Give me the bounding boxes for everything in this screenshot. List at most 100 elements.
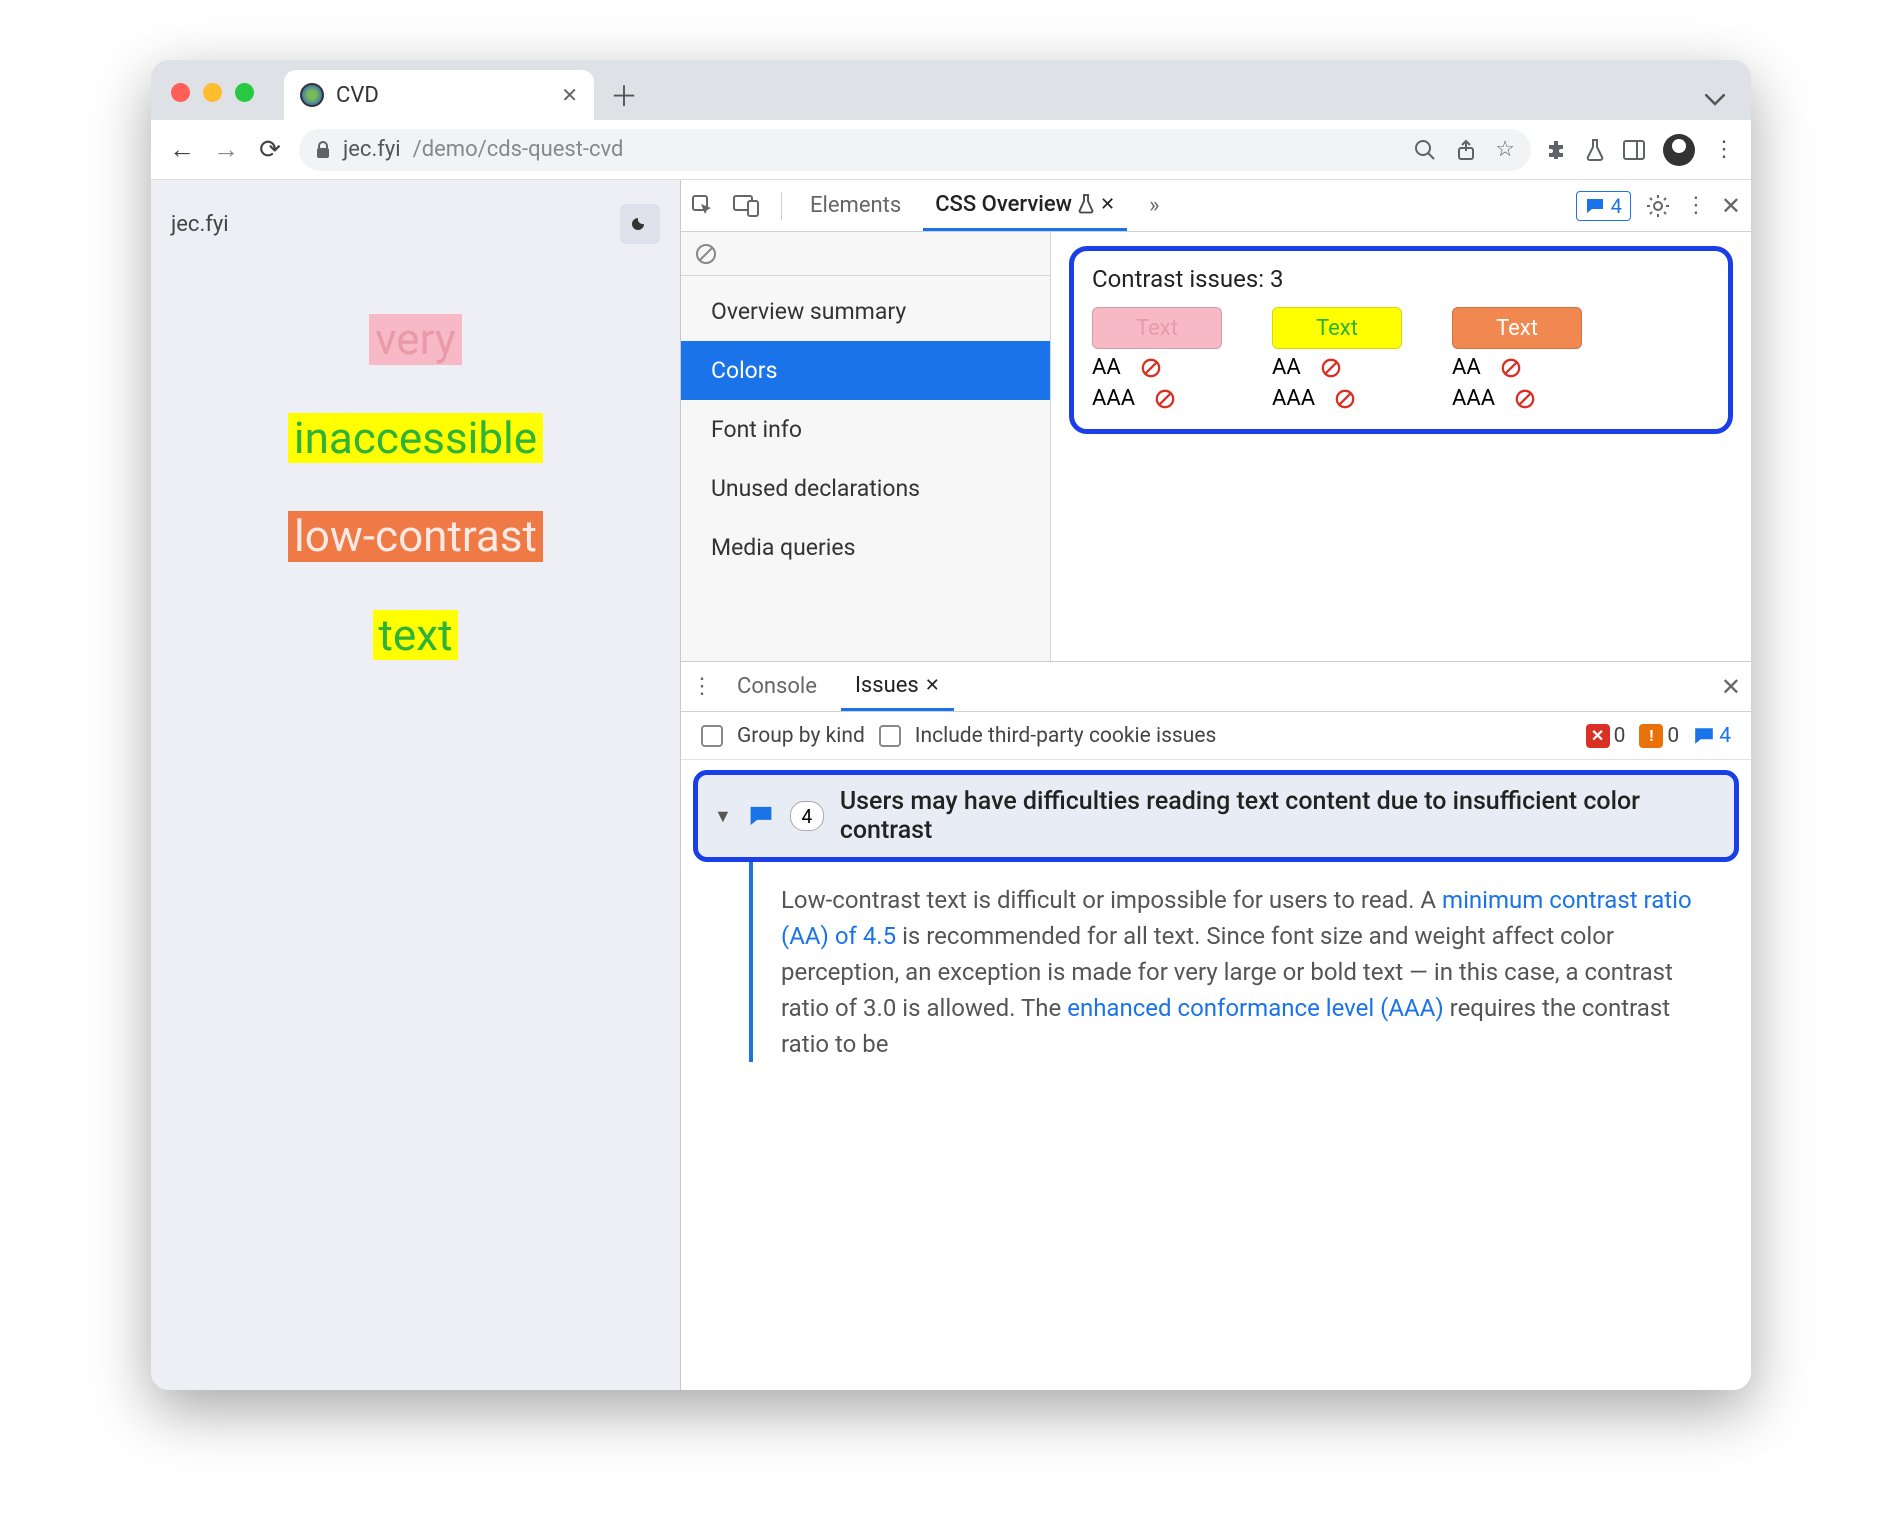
search-icon[interactable] [1413, 138, 1437, 162]
group-by-kind-checkbox[interactable] [701, 725, 723, 747]
issue-title: Users may have difficulties reading text… [840, 787, 1718, 845]
traffic-lights [171, 83, 254, 102]
third-party-label: Include third-party cookie issues [915, 724, 1217, 748]
aaa-label: AAA [1272, 386, 1315, 411]
demo-word: very [369, 314, 461, 365]
browser-tab[interactable]: CVD ✕ [284, 70, 594, 120]
url-path: /demo/cds-quest-cvd [413, 137, 624, 162]
browser-window: CVD ✕ ＋ ← → ⟳ jec.fyi/demo/cds-quest-cvd… [151, 60, 1751, 1390]
url-bar: ← → ⟳ jec.fyi/demo/cds-quest-cvd ☆ ⋮ [151, 120, 1751, 180]
issue-header[interactable]: ▼ 4 Users may have difficulties reading … [693, 770, 1739, 862]
aa-label: AA [1092, 355, 1121, 380]
new-tab-button[interactable]: ＋ [604, 75, 644, 115]
contrast-issues-panel: Contrast issues: 3 TextAAAAATextAAAAATex… [1069, 246, 1733, 434]
error-count[interactable]: ✕0 [1586, 724, 1626, 748]
url-host: jec.fyi [343, 137, 401, 162]
tabs-dropdown-button[interactable] [1705, 94, 1725, 106]
group-by-kind-label: Group by kind [737, 724, 865, 748]
profile-avatar[interactable] [1663, 134, 1695, 166]
warning-count[interactable]: !0 [1639, 724, 1679, 748]
settings-button[interactable] [1645, 193, 1671, 219]
third-party-checkbox[interactable] [879, 725, 901, 747]
close-icon[interactable]: ✕ [1100, 194, 1115, 215]
site-name: jec.fyi [171, 212, 229, 237]
title-bar: CVD ✕ ＋ [151, 60, 1751, 120]
tab-close-button[interactable]: ✕ [561, 83, 578, 107]
drawer-tab-console[interactable]: Console [723, 662, 831, 711]
issue-body: Low-contrast text is difficult or imposs… [749, 862, 1739, 1062]
inspect-button[interactable] [691, 194, 723, 218]
message-icon [1585, 196, 1605, 216]
issue-count-badge: 4 [790, 801, 824, 831]
drawer-tabbar: ⋮ Console Issues ✕ ✕ [681, 662, 1751, 712]
contrast-swatch[interactable]: TextAAAAA [1092, 307, 1222, 411]
device-toggle-button[interactable] [733, 195, 765, 217]
kebab-menu-button[interactable]: ⋮ [1685, 193, 1707, 218]
reload-button[interactable]: ⟳ [255, 135, 285, 165]
devtools-tabbar: Elements CSS Overview ✕ » 4 ⋮ ✕ [681, 180, 1751, 232]
demo-words: very inaccessible low-contrast text [171, 314, 660, 660]
sidebar-item-summary[interactable]: Overview summary [681, 282, 1050, 341]
drawer-kebab-button[interactable]: ⋮ [691, 674, 713, 699]
devtools-panel: Elements CSS Overview ✕ » 4 ⋮ ✕ [681, 180, 1751, 1390]
fail-icon [1155, 389, 1175, 409]
omnibox[interactable]: jec.fyi/demo/cds-quest-cvd ☆ [299, 129, 1531, 171]
demo-word: low-contrast [288, 511, 543, 562]
forward-button[interactable]: → [211, 134, 241, 165]
contrast-swatch[interactable]: TextAAAAA [1272, 307, 1402, 411]
extensions-icon[interactable] [1545, 139, 1567, 161]
theme-toggle-button[interactable] [620, 204, 660, 244]
window-close-button[interactable] [171, 83, 190, 102]
share-icon[interactable] [1455, 139, 1477, 161]
css-overview-sidebar: Overview summary Colors Font info Unused… [681, 232, 1051, 661]
aa-label: AA [1272, 355, 1301, 380]
fail-icon [1501, 358, 1521, 378]
swatch-chip: Text [1092, 307, 1222, 349]
back-button[interactable]: ← [167, 134, 197, 165]
labs-icon [1078, 194, 1094, 214]
page-content: jec.fyi very inaccessible low-contrast text [151, 180, 681, 1390]
demo-word: text [373, 610, 459, 661]
disclosure-triangle-icon[interactable]: ▼ [714, 806, 732, 827]
tab-elements[interactable]: Elements [798, 180, 913, 231]
chrome-menu-button[interactable]: ⋮ [1713, 137, 1735, 162]
tab-css-overview[interactable]: CSS Overview ✕ [923, 180, 1127, 231]
main-area: jec.fyi very inaccessible low-contrast text… [151, 180, 1751, 1390]
lock-icon [315, 141, 331, 159]
issues-panel: ▼ 4 Users may have difficulties reading … [681, 760, 1751, 1062]
drawer-tab-issues[interactable]: Issues ✕ [841, 662, 954, 711]
drawer-toolbar: Group by kind Include third-party cookie… [681, 712, 1751, 760]
close-icon[interactable]: ✕ [925, 675, 940, 696]
fail-icon [1515, 389, 1535, 409]
aaa-label: AAA [1452, 386, 1495, 411]
tab-title: CVD [336, 83, 379, 108]
contrast-title: Contrast issues: 3 [1092, 265, 1710, 293]
swatch-chip: Text [1272, 307, 1402, 349]
issues-badge[interactable]: 4 [1576, 191, 1631, 221]
labs-icon[interactable] [1585, 138, 1605, 162]
close-devtools-button[interactable]: ✕ [1721, 192, 1741, 220]
sidebar-item-font-info[interactable]: Font info [681, 400, 1050, 459]
fail-icon [1321, 358, 1341, 378]
aaa-link[interactable]: enhanced conformance level (AAA) [1067, 994, 1444, 1022]
tab-more[interactable]: » [1137, 180, 1171, 231]
aaa-label: AAA [1092, 386, 1135, 411]
window-zoom-button[interactable] [235, 83, 254, 102]
window-minimize-button[interactable] [203, 83, 222, 102]
contrast-swatch-grid: TextAAAAATextAAAAATextAAAAA [1092, 307, 1710, 411]
aa-label: AA [1452, 355, 1481, 380]
sidebar-item-unused[interactable]: Unused declarations [681, 459, 1050, 518]
sidebar-item-colors[interactable]: Colors [681, 341, 1050, 400]
close-drawer-button[interactable]: ✕ [1721, 673, 1741, 701]
clear-overview-button[interactable] [681, 232, 1050, 276]
swatch-chip: Text [1452, 307, 1582, 349]
css-overview-panel: Overview summary Colors Font info Unused… [681, 232, 1751, 662]
contrast-swatch[interactable]: TextAAAAA [1452, 307, 1582, 411]
demo-word: inaccessible [288, 413, 543, 464]
message-icon [748, 803, 774, 829]
info-count[interactable]: 4 [1693, 724, 1731, 748]
sidebar-item-media[interactable]: Media queries [681, 518, 1050, 577]
fail-icon [1335, 389, 1355, 409]
sidepanel-icon[interactable] [1623, 140, 1645, 160]
bookmark-icon[interactable]: ☆ [1495, 137, 1515, 162]
